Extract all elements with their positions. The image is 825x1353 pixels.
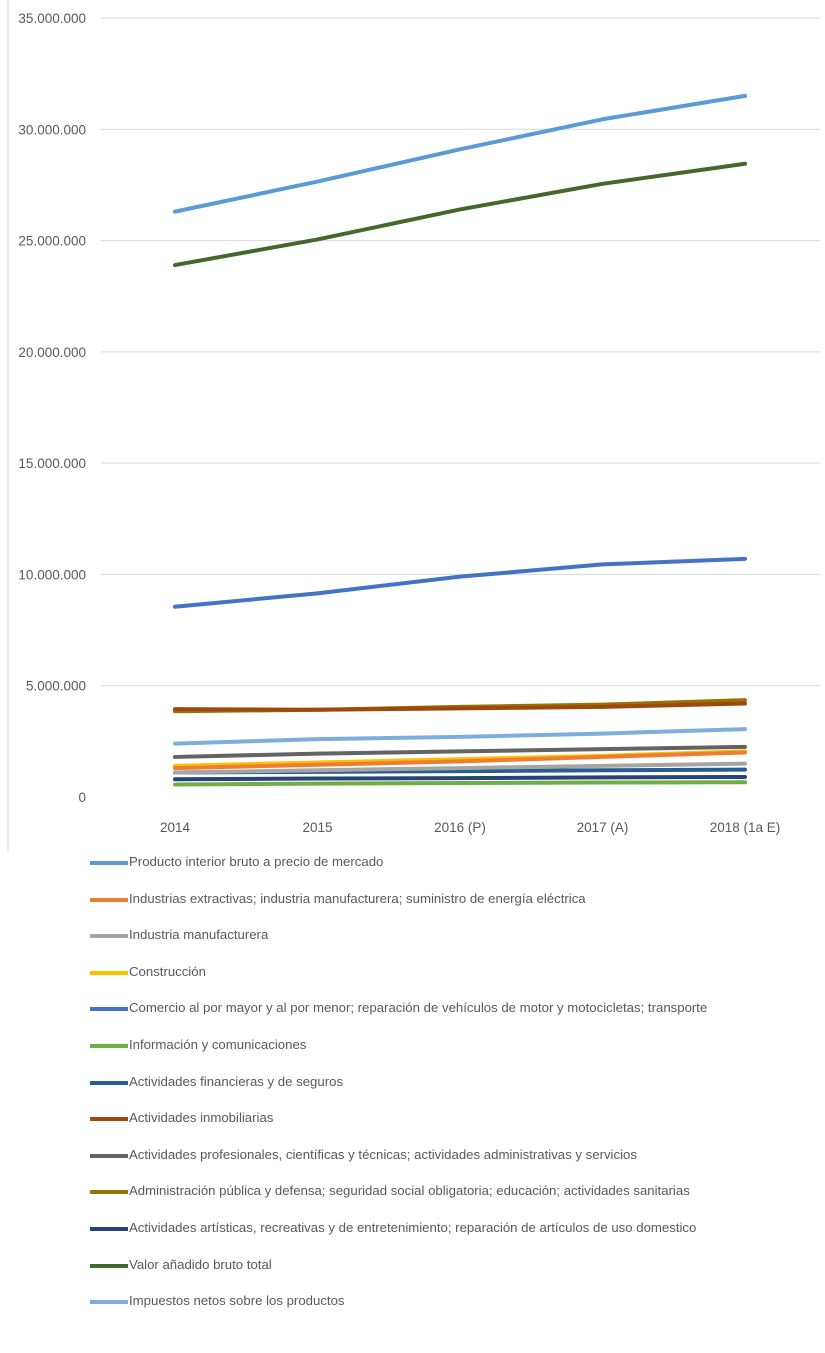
legend-label: Construcción xyxy=(129,963,206,979)
legend-label: Impuestos netos sobre los productos xyxy=(129,1293,345,1309)
legend-entry: Valor añadido bruto total xyxy=(90,1255,810,1292)
legend-swatch xyxy=(90,1080,128,1085)
series-line-valor-anadido-bruto-total xyxy=(173,161,747,268)
y-tick-label: 10.000.000 xyxy=(18,567,86,582)
legend-entry: Industria manufacturera xyxy=(90,925,810,962)
legend-entry: Información y comunicaciones xyxy=(90,1035,810,1072)
y-tick-label: 35.000.000 xyxy=(18,11,86,26)
legend-swatch xyxy=(90,1226,128,1231)
legend-entry: Actividades artísticas, recreativas y de… xyxy=(90,1218,810,1255)
legend-swatch xyxy=(90,1153,128,1158)
series-lines xyxy=(173,93,747,787)
legend-label: Información y comunicaciones xyxy=(129,1036,307,1052)
x-tick-label: 2018 (1a E) xyxy=(710,820,781,835)
x-tick-label: 2017 (A) xyxy=(577,820,629,835)
y-tick-label: 15.000.000 xyxy=(18,456,86,471)
legend-label: Valor añadido bruto total xyxy=(129,1256,272,1272)
y-tick-label: 0 xyxy=(78,790,86,805)
x-tick-label: 2016 (P) xyxy=(434,820,486,835)
legend-label: Producto interior bruto a precio de merc… xyxy=(129,854,384,869)
legend-swatch xyxy=(90,861,128,865)
legend-swatch xyxy=(90,1007,128,1012)
legend-swatch xyxy=(90,1117,128,1122)
legend-label: Actividades financieras y de seguros xyxy=(129,1073,344,1089)
legend-swatch xyxy=(90,1190,128,1195)
series-line-actividades-profesionales-cientificas-y- xyxy=(173,744,747,759)
legend-swatch xyxy=(90,1263,128,1268)
legend-swatch xyxy=(90,897,128,902)
series-line-impuestos-netos-sobre-los-productos xyxy=(173,727,747,746)
series-line-comercio-al-por-mayor-y-al-por-menor-rep xyxy=(173,556,747,609)
legend-entry: Impuestos netos sobre los productos xyxy=(90,1291,810,1328)
axes: 0 5.000.000 10.000.000 15.000.000 20.000.000… xyxy=(7,0,781,852)
legend-entry: Actividades financieras y de seguros xyxy=(90,1072,810,1109)
series-line-producto-interior-bruto-a-precio-de-merc xyxy=(173,93,747,214)
series-line-actividades-artisticas-recreativas-y-de- xyxy=(173,774,747,782)
y-tick-label: 5.000.000 xyxy=(26,679,86,694)
legend-entry: Producto interior bruto a precio de merc… xyxy=(90,852,810,889)
legend-entry: Administración pública y defensa; seguri… xyxy=(90,1181,810,1218)
chart-plot: 0 5.000.000 10.000.000 15.000.000 20.000.000… xyxy=(7,0,820,852)
legend-entry: Construcción xyxy=(90,962,810,999)
legend-label: Industria manufacturera xyxy=(129,927,269,943)
y-tick-label: 30.000.000 xyxy=(18,122,86,137)
legend-entry: Industrias extractivas; industria manufa… xyxy=(90,889,810,926)
series-line-industrias-extractivas-industria-manufac xyxy=(173,750,747,771)
legend-label: Administración pública y defensa; seguri… xyxy=(129,1183,690,1199)
chart-legend: Producto interior bruto a precio de merc… xyxy=(90,852,810,1328)
x-tick-label: 2014 xyxy=(160,820,191,835)
legend-swatch xyxy=(90,970,128,975)
legend-label: Industrias extractivas; industria manufa… xyxy=(129,890,586,906)
series-line-informacion-y-comunicaciones xyxy=(173,780,747,787)
legend-swatch xyxy=(90,934,128,939)
series-line-actividades-inmobiliarias xyxy=(173,701,747,712)
y-tick-label: 25.000.000 xyxy=(18,234,86,249)
legend-entry: Actividades inmobiliarias xyxy=(90,1108,810,1145)
series-line-industria-manufacturera xyxy=(173,761,747,775)
legend-label: Actividades inmobiliarias xyxy=(129,1110,274,1126)
gridlines xyxy=(101,17,820,687)
y-tick-label: 20.000.000 xyxy=(18,345,86,360)
legend-label: Comercio al por mayor y al por menor; re… xyxy=(129,1000,708,1016)
legend-entry: Actividades profesionales, científicas y… xyxy=(90,1145,810,1182)
legend-swatch xyxy=(90,1300,128,1305)
legend-entry: Comercio al por mayor y al por menor; re… xyxy=(90,998,810,1035)
x-tick-label: 2015 xyxy=(302,820,332,835)
legend-swatch xyxy=(90,1043,128,1048)
legend-label: Actividades profesionales, científicas y… xyxy=(129,1146,637,1162)
legend-label: Actividades artísticas, recreativas y de… xyxy=(129,1219,697,1235)
